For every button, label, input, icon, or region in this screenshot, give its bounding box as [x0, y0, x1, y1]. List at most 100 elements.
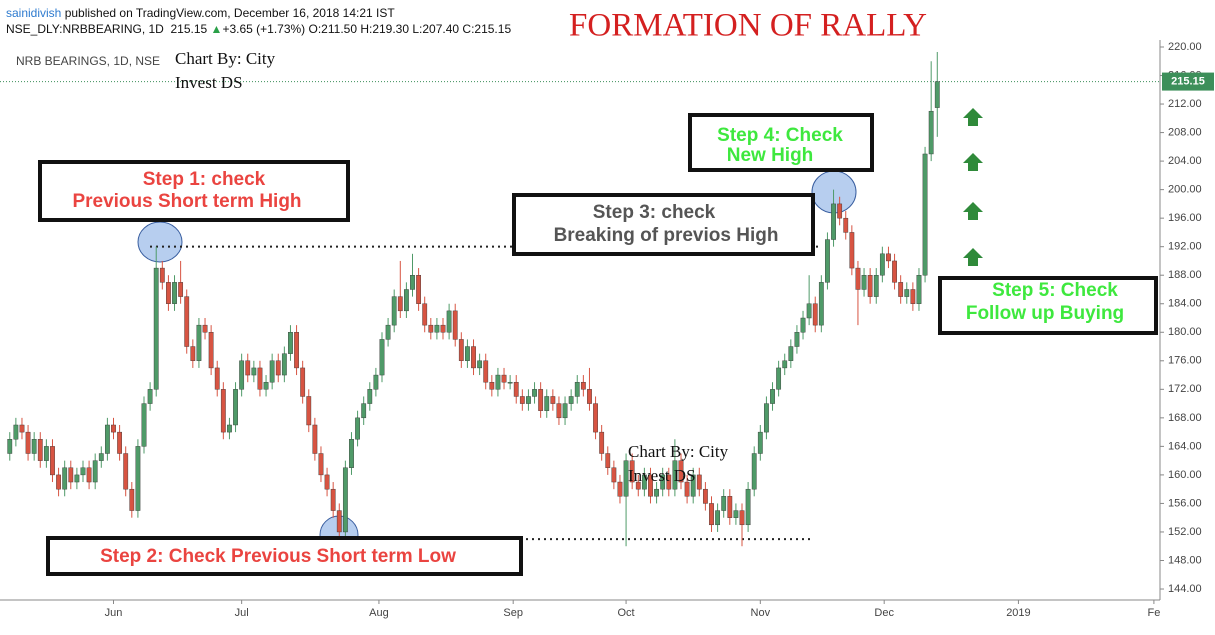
x-tick-label: Dec [874, 607, 894, 619]
candle-body [837, 203, 843, 219]
annotation-box [688, 113, 874, 172]
candle-body [62, 467, 68, 490]
candle-body [562, 403, 568, 419]
candle-body [184, 296, 190, 347]
candle-body [477, 360, 483, 369]
candle-body [465, 346, 470, 361]
candle-body [599, 431, 605, 454]
candle-body [550, 396, 556, 404]
x-tick-label: Nov [751, 607, 771, 619]
candle-body [25, 431, 31, 454]
candle-body [892, 260, 897, 283]
y-tick-label: 172.00 [1168, 383, 1202, 395]
candle-body [281, 353, 287, 376]
candle-body [495, 374, 501, 390]
candle-body [721, 496, 727, 511]
candle-body [233, 389, 238, 426]
candle-body [117, 431, 123, 454]
published: published on TradingView.com, December 1… [64, 6, 395, 20]
candle-body [818, 282, 824, 326]
candle-body [623, 460, 629, 497]
y-tick-label: 144.00 [1168, 583, 1202, 595]
candle-body [574, 381, 580, 397]
candle-body [288, 332, 293, 354]
candle-body [410, 275, 415, 290]
candle-body [849, 232, 855, 269]
candle-body [446, 310, 452, 333]
candle-body [428, 324, 434, 333]
candle-body [56, 474, 61, 490]
candle-body [166, 282, 171, 304]
candle-body [794, 332, 800, 347]
candle-body [556, 403, 562, 419]
candle-body [19, 424, 25, 433]
candle-body [733, 510, 739, 518]
watermark: Chart By: City [628, 442, 729, 461]
candle-body [873, 275, 879, 297]
up-arrow [963, 153, 983, 171]
candle-body [80, 467, 86, 476]
candle-body [178, 282, 184, 297]
y-tick-label: 168.00 [1168, 412, 1202, 424]
candle-body [934, 81, 940, 108]
candle-body [245, 360, 251, 376]
candle-body [843, 217, 849, 233]
candle-body [660, 474, 666, 490]
candle-body [526, 396, 531, 404]
candle-body [452, 310, 458, 340]
candle-body [458, 339, 464, 361]
candle-body [403, 289, 409, 312]
annotation-box [512, 193, 815, 256]
candle-body [129, 488, 135, 511]
y-tick-label: 156.00 [1168, 497, 1202, 509]
candle-body [745, 488, 751, 526]
candle-body [141, 403, 147, 447]
candle-body [31, 439, 37, 454]
chart-title: FORMATION OF RALLY [569, 8, 927, 44]
candle-body [318, 453, 324, 476]
legend: NRB BEARINGS, 1D, NSE [16, 54, 160, 68]
y-tick-label: 208.00 [1168, 126, 1202, 138]
author: sainidivish [6, 6, 62, 20]
symbol: NSE_DLY:NRBBEARING, 1D [6, 22, 164, 36]
candle-body [92, 460, 98, 483]
annotation-text: Step 2: Check Previous Short term Low [100, 546, 456, 567]
candle-body [788, 346, 794, 361]
candle-body [159, 267, 165, 283]
candle-body [275, 360, 281, 376]
candle-body [416, 275, 422, 304]
candle-body [568, 396, 574, 404]
candle-body [715, 510, 721, 526]
candle-body [135, 446, 141, 511]
x-tick-label: 2019 [1006, 607, 1030, 619]
candle-body [684, 481, 690, 497]
annotation-box [38, 160, 350, 222]
y-tick-label: 196.00 [1168, 212, 1202, 224]
candle-body [324, 474, 330, 490]
candle-body [800, 317, 806, 333]
candle-body [605, 453, 611, 468]
candle-body [538, 389, 544, 411]
candle-body [922, 153, 928, 276]
y-tick-label: 192.00 [1168, 241, 1202, 253]
candle-body [898, 282, 904, 297]
candle-body [50, 446, 55, 476]
candle-body [519, 396, 525, 404]
candle-body [13, 424, 19, 440]
x-tick-label: Sep [503, 607, 523, 619]
annotation-text: Step 1: check [143, 169, 266, 190]
candle-body [342, 467, 348, 533]
annotation-text: Step 5: Check [992, 280, 1118, 301]
candle-body [696, 474, 702, 490]
candle-body [916, 275, 922, 304]
y-tick-label: 184.00 [1168, 298, 1202, 310]
candle-body [928, 110, 934, 155]
candle-body [257, 367, 263, 390]
annotation-text: Previous Short term High [72, 191, 301, 212]
candle-body [330, 488, 336, 511]
candle-body [440, 324, 446, 333]
candle-body [593, 403, 598, 433]
candle-body [709, 503, 714, 526]
candle-body [220, 389, 226, 433]
